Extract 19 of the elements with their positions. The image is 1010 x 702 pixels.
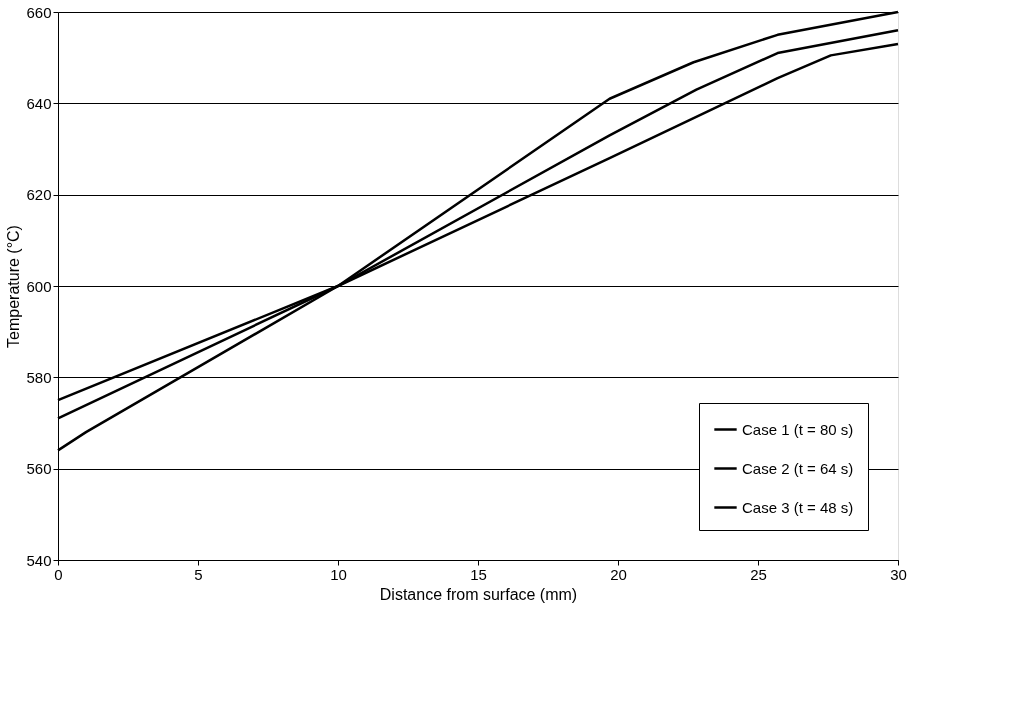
y-tick-label: 660 xyxy=(26,3,52,21)
x-tick-label: 20 xyxy=(610,565,627,583)
y-tick-label: 640 xyxy=(26,94,52,112)
legend-label: Case 3 (t = 48 s) xyxy=(742,498,854,516)
x-tick-label: 10 xyxy=(330,565,347,583)
x-axis-title: Distance from surface (mm) xyxy=(379,585,578,603)
legend-label: Case 2 (t = 64 s) xyxy=(742,459,854,477)
y-axis-title: Temperature (°C) xyxy=(5,225,23,348)
x-tick-label: 5 xyxy=(194,565,203,583)
y-tick-label: 580 xyxy=(26,368,52,386)
x-tick-label: 30 xyxy=(890,565,907,583)
x-tick-label: 15 xyxy=(470,565,487,583)
y-tick-label: 620 xyxy=(26,186,52,204)
legend-label: Case 1 (t = 80 s) xyxy=(742,420,854,438)
y-tick-label: 600 xyxy=(26,277,52,295)
x-tick-label: 25 xyxy=(750,565,767,583)
x-tick-label: 0 xyxy=(54,565,63,583)
y-tick-label: 560 xyxy=(26,460,52,478)
y-tick-label: 540 xyxy=(26,551,52,569)
